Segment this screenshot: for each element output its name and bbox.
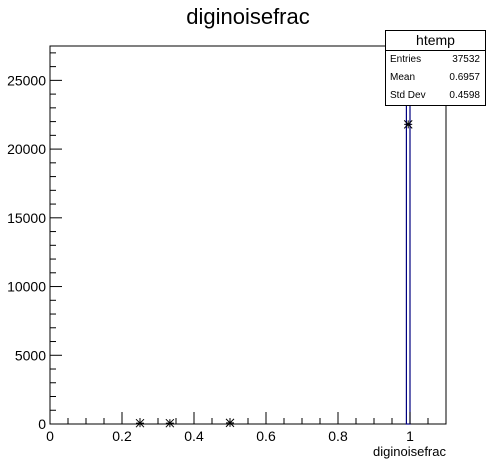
y-tick-label: 15000 bbox=[7, 210, 46, 226]
x-tick-label: 0 bbox=[46, 428, 54, 444]
y-tick-label: 20000 bbox=[7, 141, 46, 157]
x-tick-label: 0.2 bbox=[112, 428, 132, 444]
stats-box: htemp Entries 37532 Mean 0.6957 Std Dev … bbox=[385, 30, 486, 106]
stats-value: 37532 bbox=[452, 54, 480, 65]
stats-row-mean: Mean 0.6957 bbox=[386, 69, 485, 87]
x-axis-label: diginoisefrac bbox=[373, 444, 446, 459]
stats-label: Entries bbox=[390, 54, 422, 65]
x-tick-label: 1 bbox=[406, 428, 414, 444]
x-tick-label: 0.8 bbox=[328, 428, 348, 444]
chart-title: diginoisefrac bbox=[186, 4, 310, 29]
x-tick-label: 0.6 bbox=[256, 428, 276, 444]
data-marker bbox=[403, 119, 413, 129]
stats-label: Mean bbox=[390, 72, 416, 83]
stats-title: htemp bbox=[386, 31, 485, 51]
stats-row-entries: Entries 37532 bbox=[386, 51, 485, 69]
stats-row-stddev: Std Dev 0.4598 bbox=[386, 87, 485, 105]
marker-stroke bbox=[403, 119, 413, 129]
y-tick-label: 0 bbox=[38, 416, 46, 432]
data-marker bbox=[165, 418, 175, 428]
y-tick-label: 25000 bbox=[7, 72, 46, 88]
stats-value: 0.6957 bbox=[449, 72, 480, 83]
y-tick-label: 10000 bbox=[7, 279, 46, 295]
x-tick-label: 0.4 bbox=[184, 428, 204, 444]
y-tick-label: 5000 bbox=[15, 347, 46, 363]
stats-value: 0.4598 bbox=[449, 90, 480, 101]
stats-label: Std Dev bbox=[390, 90, 426, 101]
marker-stroke bbox=[165, 418, 175, 428]
